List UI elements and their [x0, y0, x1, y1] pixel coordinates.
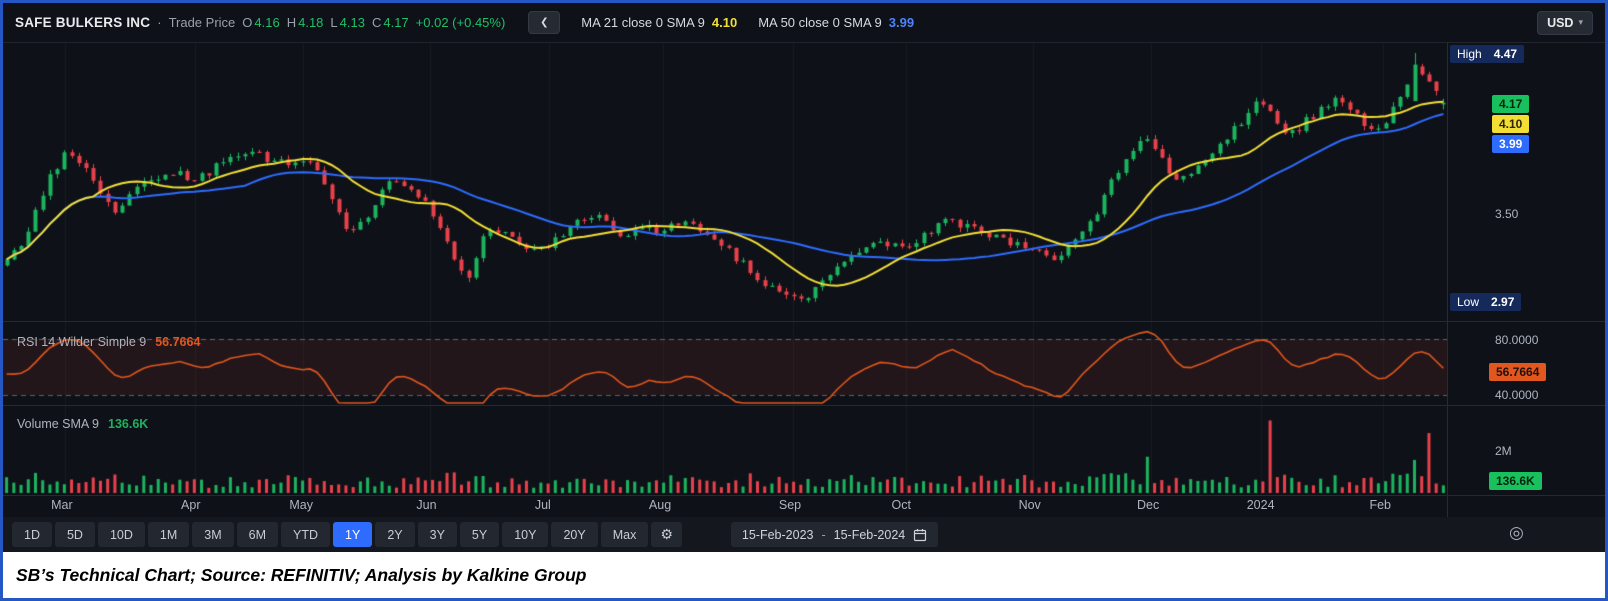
last-price-value: 4.17	[1499, 97, 1523, 111]
currency-value: USD	[1547, 15, 1574, 30]
axis-separator	[1447, 43, 1448, 517]
rsi-legend-label: RSI 14 Wilder Simple 9	[17, 335, 147, 349]
volume-sma-badge: 136.6K	[1489, 472, 1542, 490]
high-price-badge: High 4.47	[1450, 45, 1525, 63]
low-badge-value: 2.97	[1491, 295, 1515, 309]
high-badge-value: 4.47	[1493, 47, 1518, 61]
volume-legend-value: 136.6K	[108, 417, 149, 431]
low-price-badge: Low 2.97	[1450, 293, 1522, 311]
separator-dot: ·	[157, 15, 162, 30]
range-button-1y[interactable]: 1Y	[333, 522, 373, 547]
chart-header: SAFE BULKERS INC · Trade Price O 4.16 H …	[3, 3, 1605, 43]
close-label: C	[371, 15, 382, 30]
ma50-legend-label[interactable]: MA 50 close 0 SMA 9	[758, 15, 882, 30]
price-rsi-divider	[3, 321, 1605, 322]
range-button-5y[interactable]: 5Y	[459, 522, 500, 547]
time-axis-label-2024: 2024	[1246, 498, 1275, 512]
volume-legend[interactable]: Volume SMA 9 136.6K	[17, 417, 148, 431]
time-axis-label-feb: Feb	[1369, 498, 1391, 512]
date-range-picker[interactable]: 15-Feb-2023 - 15-Feb-2024	[730, 522, 939, 547]
range-button-20y[interactable]: 20Y	[551, 522, 598, 547]
change-value: +0.02 (+0.45%)	[415, 15, 506, 30]
series-label: Trade Price	[168, 15, 236, 30]
rsi-volume-divider	[3, 405, 1605, 406]
range-button-6m[interactable]: 6M	[236, 522, 279, 547]
currency-dropdown[interactable]: USD ▾	[1537, 10, 1593, 35]
high-value: 4.18	[298, 15, 324, 30]
ma21-price-badge: 4.10	[1492, 115, 1530, 133]
time-axis[interactable]: Mar Apr May Jun Jul Aug Sep Oct Nov Dec 2024 Feb	[3, 495, 1447, 517]
range-button-1m[interactable]: 1M	[147, 522, 190, 547]
time-axis-label-mar: Mar	[51, 498, 73, 512]
time-axis-label-may: May	[289, 498, 313, 512]
range-button-10d[interactable]: 10D	[97, 522, 145, 547]
range-button-max[interactable]: Max	[600, 522, 649, 547]
time-axis-label-aug: Aug	[648, 498, 672, 512]
ohlc-low: L 4.13	[330, 15, 365, 30]
date-dash: -	[821, 527, 826, 542]
time-axis-label-oct: Oct	[891, 498, 911, 512]
rsi-value-badge: 56.7664	[1489, 363, 1547, 381]
caption-bar: SB’s Technical Chart; Source: REFINITIV;…	[3, 552, 1605, 598]
volume-badge-value: 136.6K	[1496, 474, 1535, 488]
time-axis-label-dec: Dec	[1136, 498, 1160, 512]
low-value: 4.13	[339, 15, 365, 30]
range-button-2y[interactable]: 2Y	[375, 522, 415, 547]
time-axis-label-sep: Sep	[778, 498, 802, 512]
close-value: 4.17	[383, 15, 409, 30]
ma50-price-badge: 3.99	[1492, 135, 1530, 153]
mid-price-tick: 3.50	[1495, 207, 1519, 221]
range-button-10y[interactable]: 10Y	[502, 522, 549, 547]
crosshair-target-icon[interactable]: ◎	[1509, 523, 1524, 542]
range-button-group: 1D 5D 10D 1M 3M 6M YTD 1Y 2Y 3Y 5Y 10Y 20Y Max	[12, 522, 649, 547]
range-button-3m[interactable]: 3M	[192, 522, 234, 547]
open-label: O	[242, 15, 253, 30]
settings-gear-icon[interactable]: ⚙	[651, 522, 682, 547]
last-price-badge: 4.17	[1492, 95, 1530, 113]
time-axis-label-apr: Apr	[181, 498, 201, 512]
ohlc-close: C 4.17	[372, 15, 409, 30]
range-button-5d[interactable]: 5D	[54, 522, 95, 547]
rsi-badge-value: 56.7664	[1496, 365, 1540, 379]
open-value: 4.16	[254, 15, 280, 30]
volume-scale-tick: 2M	[1495, 444, 1512, 458]
time-axis-label-jul: Jul	[534, 498, 551, 512]
rsi-lower-tick: 40.0000	[1495, 388, 1539, 402]
time-axis-label-jun: Jun	[416, 498, 437, 512]
calendar-icon	[913, 528, 927, 542]
rsi-upper-tick: 80.0000	[1495, 333, 1539, 347]
instrument-name: SAFE BULKERS INC	[15, 15, 151, 30]
range-button-1d[interactable]: 1D	[12, 522, 52, 547]
range-button-3y[interactable]: 3Y	[417, 522, 457, 547]
volume-legend-label: Volume SMA 9	[17, 417, 99, 431]
ma50-legend-value: 3.99	[888, 15, 915, 30]
rsi-legend[interactable]: RSI 14 Wilder Simple 9 56.7664	[17, 335, 200, 349]
chevron-left-icon[interactable]: ❮	[528, 11, 561, 34]
time-axis-label-nov: Nov	[1018, 498, 1041, 512]
price-chart-canvas[interactable]	[3, 43, 1447, 517]
date-from-value: 15-Feb-2023	[741, 527, 814, 542]
low-label: L	[330, 15, 338, 30]
chevron-down-icon: ▾	[1578, 17, 1583, 27]
ohlc-open: O 4.16	[242, 15, 279, 30]
date-to-value: 15-Feb-2024	[833, 527, 906, 542]
range-button-ytd[interactable]: YTD	[281, 522, 331, 547]
ma21-price-value: 4.10	[1499, 117, 1523, 131]
ohlc-high: H 4.18	[287, 15, 324, 30]
ma21-legend-label[interactable]: MA 21 close 0 SMA 9	[581, 15, 705, 30]
ma50-price-value: 3.99	[1499, 137, 1523, 151]
high-badge-label: High	[1457, 47, 1482, 61]
range-toolbar: 1D 5D 10D 1M 3M 6M YTD 1Y 2Y 3Y 5Y 10Y 20Y Max ⚙ 15-F…	[3, 517, 1605, 552]
high-label: H	[286, 15, 297, 30]
ma21-legend-value: 4.10	[711, 15, 738, 30]
rsi-legend-value: 56.7664	[155, 335, 201, 349]
chart-application: SAFE BULKERS INC · Trade Price O 4.16 H …	[3, 3, 1605, 552]
low-badge-label: Low	[1457, 295, 1480, 309]
volume-axis-divider	[3, 495, 1605, 496]
caption-text: SB’s Technical Chart; Source: REFINITIV;…	[16, 564, 587, 585]
